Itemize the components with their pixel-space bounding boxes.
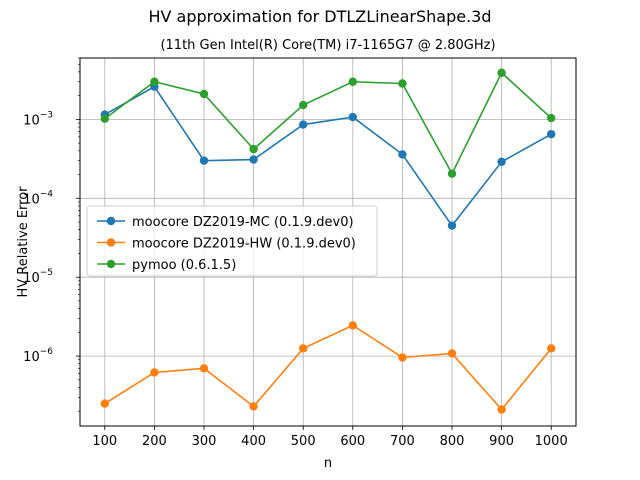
y-tick-label: 10−3 <box>23 110 53 128</box>
data-point <box>497 157 506 167</box>
data-point <box>249 144 258 154</box>
y-tick-label-base: 10 <box>23 271 40 286</box>
chart-subtitle: (11th Gen Intel(R) Core(TM) i7-1165G7 @ … <box>160 38 495 53</box>
data-point <box>100 399 110 408</box>
data-point <box>348 77 357 86</box>
y-tick-label-exponent: −5 <box>40 268 53 278</box>
legend-marker <box>106 259 116 269</box>
series-line <box>104 71 552 176</box>
series-line <box>104 324 552 411</box>
data-point <box>547 344 556 353</box>
data-point <box>398 79 407 88</box>
data-point <box>199 156 209 165</box>
y-tick-label-base: 10 <box>23 192 40 207</box>
series-line <box>104 85 552 228</box>
data-point <box>447 349 457 358</box>
series-2 <box>100 68 556 178</box>
y-tick-label: 10−4 <box>23 189 53 207</box>
legend-label: moocore DZ2019-MC (0.1.9.dev0) <box>132 215 354 230</box>
data-point <box>497 68 506 77</box>
data-point <box>100 114 110 123</box>
data-point <box>398 150 407 159</box>
x-tick-label: 100 <box>92 434 117 449</box>
data-point <box>348 112 357 122</box>
x-tick-label: 500 <box>291 434 316 449</box>
x-tick-label: 400 <box>241 434 266 449</box>
data-point <box>398 353 407 362</box>
legend-label: moocore DZ2019-HW (0.1.9.dev0) <box>132 237 356 252</box>
y-tick-label: 10−6 <box>23 347 53 365</box>
data-point <box>199 364 209 373</box>
y-tick-label: 10−5 <box>23 268 53 286</box>
x-tick-label: 1000 <box>535 434 568 449</box>
data-point <box>547 113 556 123</box>
data-point <box>447 221 457 230</box>
data-point <box>150 77 159 86</box>
data-point <box>299 100 308 110</box>
y-tick-label-exponent: −3 <box>40 110 53 120</box>
y-axis-label: HV Relative Error <box>16 186 31 298</box>
data-point <box>447 169 457 178</box>
legend: moocore DZ2019-MC (0.1.9.dev0) moocore DZ… <box>86 205 378 277</box>
data-point <box>299 120 308 129</box>
x-tick-label: 300 <box>192 434 217 449</box>
data-point <box>348 321 357 330</box>
x-tick-label: 800 <box>440 434 465 449</box>
y-tick-label-exponent: −4 <box>40 189 54 199</box>
legend-marker <box>106 216 116 226</box>
y-tick-label-base: 10 <box>23 350 40 365</box>
x-tick-label: 600 <box>340 434 365 449</box>
x-tick-label: 900 <box>489 434 514 449</box>
data-point <box>547 129 556 139</box>
data-point <box>299 344 308 353</box>
legend-box <box>86 205 378 277</box>
x-axis-label: n <box>324 456 332 471</box>
chart-title: HV approximation for DTLZLinearShape.3d <box>148 7 491 26</box>
data-point <box>249 402 258 411</box>
legend-label: pymoo (0.6.1.5) <box>132 258 236 273</box>
data-point <box>249 155 258 164</box>
series-layer <box>100 68 556 414</box>
data-point <box>199 89 209 99</box>
y-tick-label-base: 10 <box>23 113 40 128</box>
plot-frame <box>79 57 577 427</box>
y-tick-label-exponent: −6 <box>40 347 54 357</box>
x-tick-label: 200 <box>142 434 167 449</box>
x-tick-label: 700 <box>390 434 415 449</box>
data-point <box>150 368 159 377</box>
series-1 <box>100 321 556 414</box>
data-point <box>497 405 506 414</box>
axis-ticks: 100 200 300 400 500 600 700 800 900 100010−610−51… <box>23 57 568 449</box>
legend-marker <box>106 238 116 247</box>
